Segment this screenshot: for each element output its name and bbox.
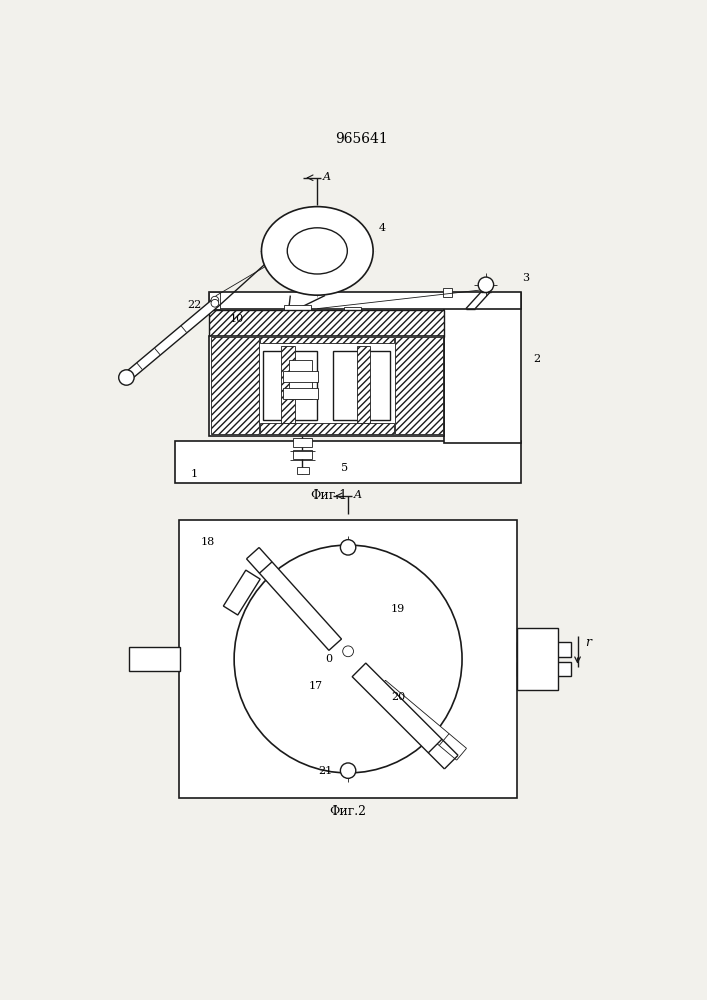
Bar xyxy=(334,585,362,596)
Text: 2: 2 xyxy=(533,354,540,364)
Bar xyxy=(175,441,521,483)
Bar xyxy=(291,315,305,324)
Bar xyxy=(211,337,259,434)
Text: 1: 1 xyxy=(190,469,198,479)
Bar xyxy=(340,696,356,713)
Text: 22: 22 xyxy=(187,300,201,310)
Bar xyxy=(325,595,371,617)
Bar xyxy=(356,346,370,423)
Polygon shape xyxy=(223,570,260,615)
Bar xyxy=(443,288,452,297)
Bar xyxy=(293,438,312,447)
Text: Φиг.1: Φиг.1 xyxy=(310,489,347,502)
Text: 17: 17 xyxy=(309,681,323,691)
Ellipse shape xyxy=(287,228,347,274)
Text: 965641: 965641 xyxy=(336,132,388,146)
Circle shape xyxy=(343,646,354,657)
Bar xyxy=(209,292,521,309)
Bar xyxy=(281,346,295,423)
Text: 0: 0 xyxy=(325,654,332,664)
Bar xyxy=(294,234,340,268)
Polygon shape xyxy=(124,300,218,381)
Text: 21: 21 xyxy=(318,766,332,776)
Text: 18: 18 xyxy=(201,537,215,547)
Circle shape xyxy=(340,540,356,555)
Bar xyxy=(376,685,387,691)
Text: A: A xyxy=(354,490,361,500)
Circle shape xyxy=(478,277,493,292)
Text: 5: 5 xyxy=(341,463,348,473)
Bar xyxy=(339,575,357,586)
Ellipse shape xyxy=(262,207,373,295)
Polygon shape xyxy=(259,562,341,650)
Bar xyxy=(264,351,317,420)
Bar xyxy=(293,450,312,459)
Bar xyxy=(385,685,395,690)
Bar xyxy=(129,647,180,671)
Bar xyxy=(518,628,558,690)
Text: r: r xyxy=(585,636,591,649)
Bar xyxy=(395,337,443,434)
Bar xyxy=(333,351,390,420)
Circle shape xyxy=(234,545,462,773)
Bar xyxy=(296,466,309,474)
Text: 3: 3 xyxy=(522,273,529,283)
Text: 19: 19 xyxy=(391,604,405,614)
Text: 4: 4 xyxy=(379,223,386,233)
Bar xyxy=(259,423,395,434)
Circle shape xyxy=(211,299,218,307)
Bar xyxy=(284,305,311,316)
Bar xyxy=(518,642,571,657)
Circle shape xyxy=(211,296,218,304)
Bar xyxy=(444,293,521,443)
Bar xyxy=(283,371,318,382)
Bar xyxy=(179,520,518,798)
Circle shape xyxy=(119,370,134,385)
Bar xyxy=(310,611,387,622)
Bar xyxy=(360,310,373,316)
Bar xyxy=(209,292,221,309)
Bar xyxy=(288,360,312,399)
Bar xyxy=(334,671,362,698)
Polygon shape xyxy=(375,680,449,745)
Circle shape xyxy=(340,763,356,778)
Bar xyxy=(337,586,359,721)
Bar xyxy=(209,336,444,436)
Bar xyxy=(518,662,571,676)
Bar xyxy=(344,307,361,319)
Text: Φиг.2: Φиг.2 xyxy=(329,805,367,818)
Bar xyxy=(259,337,395,343)
Bar xyxy=(283,388,318,399)
Text: 10: 10 xyxy=(229,314,244,324)
Text: 20: 20 xyxy=(391,692,405,702)
Polygon shape xyxy=(352,663,442,753)
Bar xyxy=(361,684,378,694)
Text: A: A xyxy=(322,172,331,182)
Bar xyxy=(209,310,444,337)
